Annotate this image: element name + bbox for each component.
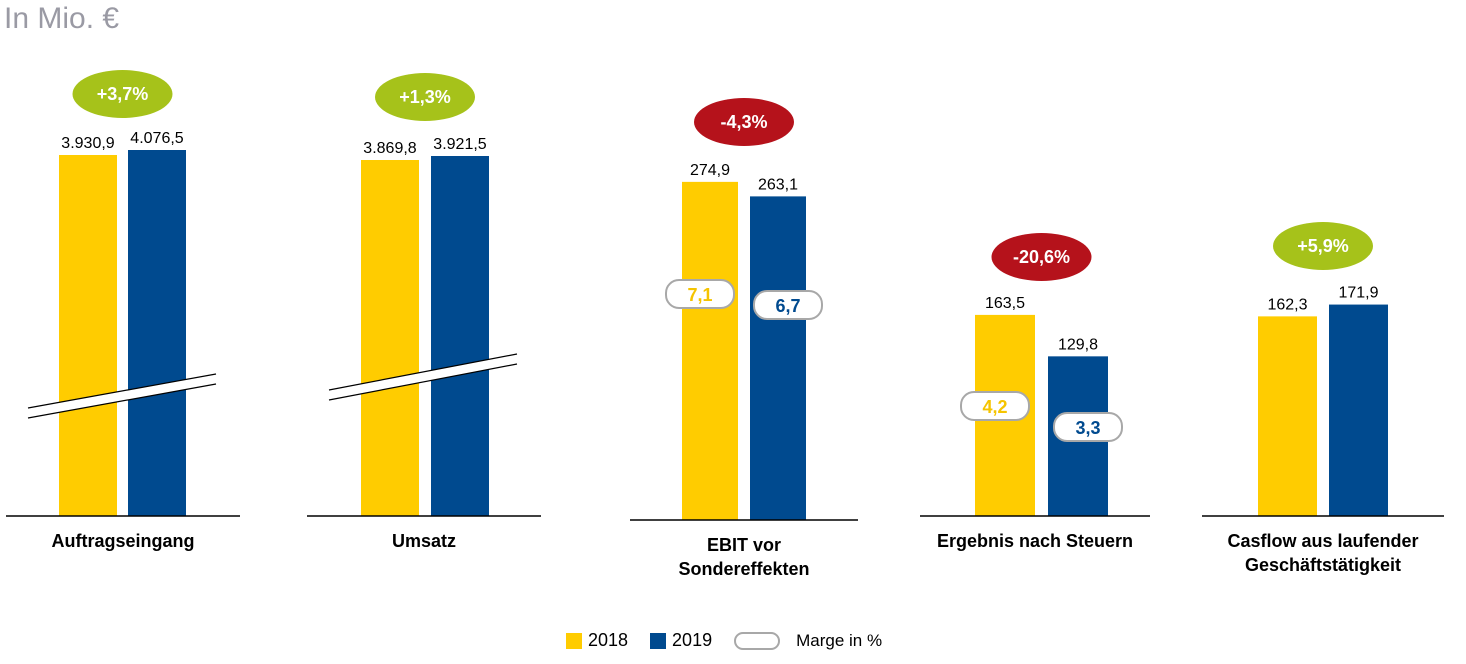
group-3-change-bubble <box>694 98 794 146</box>
legend-item-marge: Marge in % <box>734 631 882 651</box>
group-4-margin-pill-2019 <box>1053 412 1123 442</box>
group-1-bar-2019 <box>128 150 186 516</box>
legend-item-2019: 2019 <box>650 630 712 651</box>
chart: 3.930,9 4.076,5 +3,7% Auftragseingang 3.869,… <box>6 70 1444 579</box>
group-5-category-label-line-1: Casflow aus laufender <box>1227 531 1418 551</box>
group-4-value-label-2019: 129,8 <box>1058 336 1098 353</box>
group-2-change-label: +1,3% <box>399 87 451 107</box>
group-3-margin-label-2018: 7,1 <box>687 285 712 305</box>
group-3-category-label-line-2: Sondereffekten <box>678 559 809 579</box>
group-3-bar-2018 <box>682 181 738 521</box>
group-4-margin-label-2018: 4,2 <box>982 397 1007 417</box>
legend-swatch-marge <box>734 631 781 650</box>
legend-swatch-2018 <box>566 632 582 649</box>
group-3-margin-pill-2018 <box>665 279 735 309</box>
group-1-axis-break-line-bottom <box>27 383 217 419</box>
group-5-change-label: +5,9% <box>1297 236 1349 256</box>
group-3-change-label: -4,3% <box>720 112 767 132</box>
group-2-axis-break-line-top <box>328 353 518 391</box>
group-4-value-label-2018: 163,5 <box>985 295 1025 312</box>
group-1-value-label-2018: 3.930,9 <box>61 135 114 152</box>
legend: 2018 2019 Marge in % <box>566 630 904 651</box>
group-2-change-bubble <box>375 73 475 121</box>
group-3-value-label-2019: 263,1 <box>758 176 798 193</box>
legend-label-2019: 2019 <box>672 630 713 650</box>
group-2-axis-break-band <box>329 354 517 400</box>
group-1-category-label: Auftragseingang <box>51 531 194 551</box>
group-5-value-label-2018: 162,3 <box>1267 296 1307 313</box>
group-3-category-label-line-1: EBIT vor <box>707 535 781 555</box>
group-3-margin-pill-2019 <box>753 290 823 320</box>
group-5-change-bubble <box>1273 222 1373 270</box>
group-1-change-label: +3,7% <box>97 84 149 104</box>
group-3-bar-2019 <box>750 196 806 520</box>
group-5-bar-2019 <box>1329 304 1388 516</box>
group-1-bar-2018 <box>59 155 117 516</box>
group-4-margin-label-2019: 3,3 <box>1075 418 1100 438</box>
group-2-bar-2019 <box>431 156 489 516</box>
group-2-category-label: Umsatz <box>392 531 456 551</box>
group-1-change-bubble <box>72 70 173 118</box>
group-2-value-label-2019: 3.921,5 <box>433 136 486 153</box>
legend-label-2018: 2018 <box>588 630 629 650</box>
group-5-category-label-line-2: Geschäftstätigkeit <box>1245 555 1401 575</box>
group-4-margin-pill-2018 <box>960 391 1030 421</box>
legend-swatch-2019 <box>650 632 667 649</box>
group-2-bar-2018 <box>361 160 419 516</box>
group-4-change-bubble <box>991 233 1092 281</box>
group-5-bar-2018 <box>1258 316 1317 516</box>
group-4-change-label: -20,6% <box>1013 247 1070 267</box>
group-3-margin-label-2019: 6,7 <box>775 296 800 316</box>
group-1-value-label-2019: 4.076,5 <box>130 130 183 147</box>
group-1-axis-break-line-top <box>27 373 217 409</box>
unit-label: In Mio. € <box>4 2 120 35</box>
group-5-value-label-2019: 171,9 <box>1338 285 1378 302</box>
group-2-value-label-2018: 3.869,8 <box>363 140 416 157</box>
legend-item-2018: 2018 <box>566 630 628 651</box>
group-4-category-label: Ergebnis nach Steuern <box>937 531 1133 551</box>
legend-label-marge: Marge in % <box>796 630 883 650</box>
group-1-axis-break-band <box>28 374 216 418</box>
group-2-axis-break-line-bottom <box>328 363 518 401</box>
group-3-value-label-2018: 274,9 <box>690 162 730 179</box>
